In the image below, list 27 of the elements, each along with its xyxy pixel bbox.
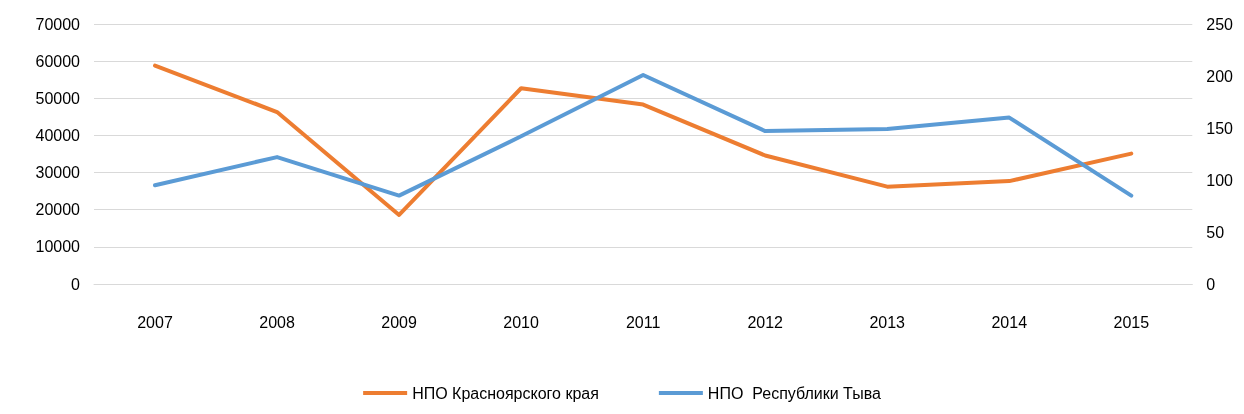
y-tick-label: 20000 [35,201,81,219]
x-tick-label: 2010 [503,313,540,331]
y-tick-label: 40000 [35,126,81,144]
line-series [153,72,1134,198]
x-tick-label: 2013 [869,313,906,331]
y2-tick-label: 100 [1206,171,1234,189]
x-tick-label: 2015 [1113,313,1150,331]
y-tick-label: 50000 [35,89,81,107]
x-tick-label: 2012 [747,313,784,331]
y2-tick-label: 200 [1206,67,1234,85]
line-series [153,63,1134,217]
x-tick-label: 2008 [259,313,295,331]
x-tick-label: 2014 [991,313,1028,331]
y2-tick-label: 150 [1206,119,1234,137]
y-tick-label: 0 [71,275,81,293]
y-tick-label: 60000 [35,52,81,70]
x-tick-label: 2007 [137,313,173,331]
x-tick-label: 2009 [381,313,417,331]
y2-tick-label: 250 [1206,15,1234,33]
x-tick-label: 2011 [625,313,661,331]
y-tick-label: 70000 [35,15,81,33]
y2-tick-label: 0 [1206,275,1216,293]
y-tick-label: 30000 [35,164,81,182]
legend-label: НПО Республики Тыва [707,384,881,402]
y2-tick-label: 50 [1206,223,1225,241]
legend-label: НПО Красноярского края [412,384,599,402]
y-tick-label: 10000 [35,238,81,256]
